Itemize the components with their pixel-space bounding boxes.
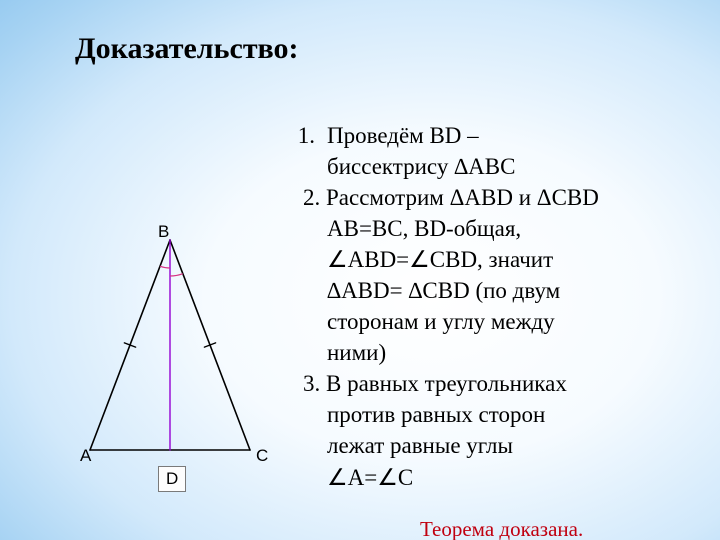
- step2-line2: АВ=ВС, ВD-общая,: [280, 213, 700, 244]
- triangle-svg: [70, 230, 270, 480]
- vertex-label-b: В: [158, 222, 169, 242]
- step2-line1: 2. Рассмотрим ΔABD и ΔCBD: [280, 182, 700, 213]
- step2-line3: ∠АВD=∠CBD, значит: [280, 244, 700, 275]
- step3-line1: 3. В равных треугольниках: [280, 368, 700, 399]
- step2-line4: ∆АВD= ∆CBD (по двум: [280, 275, 700, 306]
- vertex-label-a: А: [80, 446, 91, 466]
- step3-line2: против равных сторон: [280, 399, 700, 430]
- vertex-label-c: С: [256, 446, 268, 466]
- triangle-diagram: А В С D: [70, 230, 290, 500]
- step1-line1: Проведём BD –: [327, 120, 700, 151]
- step2-line5: сторонам и углу между: [280, 306, 700, 337]
- slide: Доказательство: 1. Проведём BD – биссект…: [0, 0, 720, 540]
- footer-note: Теорема доказана.: [420, 517, 583, 540]
- vertex-label-d: D: [158, 466, 186, 492]
- step2-line6: ними): [280, 337, 700, 368]
- proof-body: 1. Проведём BD – биссектрису ∆АВС 2. Рас…: [280, 120, 700, 493]
- step1-line2: биссектрису ∆АВС: [280, 151, 700, 182]
- page-title: Доказательство:: [75, 32, 299, 66]
- step3-line3: лежат равные углы: [280, 430, 700, 461]
- step1-number: 1.: [280, 120, 327, 151]
- step3-line4: ∠А=∠С: [280, 462, 700, 493]
